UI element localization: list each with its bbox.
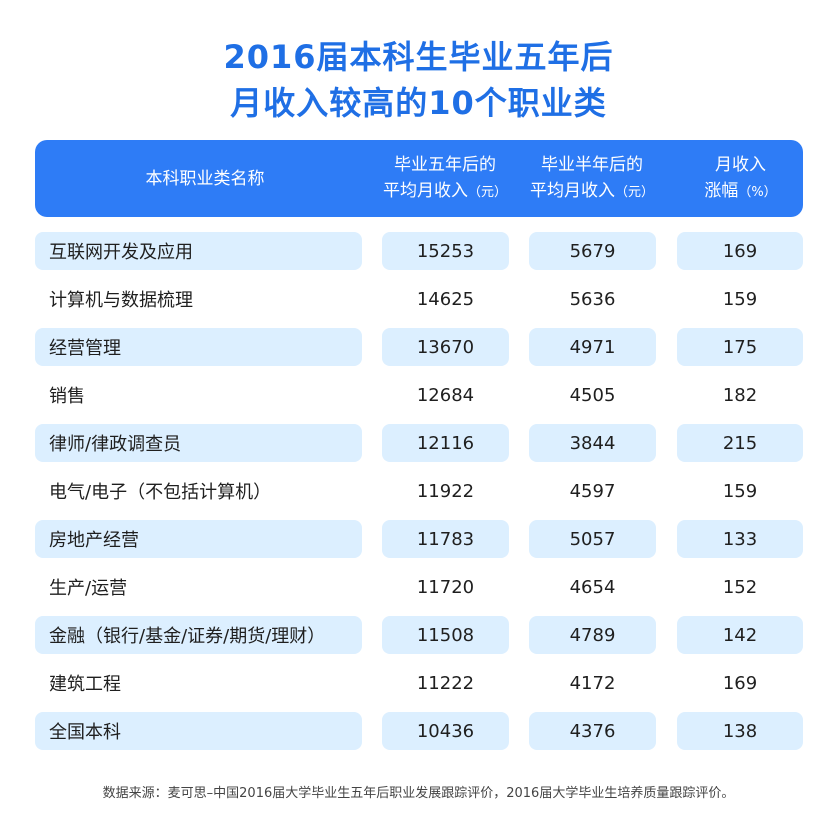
row-growth-cell: 138	[677, 712, 803, 750]
header-name: 本科职业类名称	[35, 140, 375, 217]
table-row: 房地产经营 11783 5057 133	[0, 520, 837, 558]
table-row: 全国本科 10436 4376 138	[0, 712, 837, 750]
row-name-cell: 生产/运营	[49, 578, 128, 599]
row-five-year-cell: 11720	[416, 576, 475, 598]
header-name-label: 本科职业类名称	[145, 168, 265, 189]
title-line-1: 2016届本科生毕业五年后	[223, 38, 614, 76]
header-growth-line2: 涨幅	[704, 180, 739, 201]
table-row: 生产/运营 11720 4654 152	[0, 568, 837, 606]
row-name-cell: 律师/律政调查员	[35, 424, 362, 462]
row-growth-cell: 169	[677, 232, 803, 270]
row-name-cell: 经营管理	[35, 328, 362, 366]
table-row: 计算机与数据梳理 14625 5636 159	[0, 280, 837, 318]
row-five-year-cell: 15253	[382, 232, 509, 270]
row-five-year-cell: 10436	[382, 712, 509, 750]
row-growth-cell: 142	[677, 616, 803, 654]
table-row: 经营管理 13670 4971 175	[0, 328, 837, 366]
row-half-year-cell: 3844	[529, 424, 656, 462]
table-header: 本科职业类名称 毕业五年后的 平均月收入（元） 毕业半年后的 平均月收入（元） …	[35, 140, 803, 217]
page-title: 2016届本科生毕业五年后 月收入较高的10个职业类	[0, 34, 837, 126]
row-growth-cell: 152	[722, 576, 758, 598]
row-growth-cell: 169	[722, 672, 758, 694]
header-five-year-unit: （元）	[467, 184, 507, 200]
header-five-year-line1: 毕业五年后的	[394, 154, 496, 175]
table-row: 电气/电子（不包括计算机） 11922 4597 159	[0, 472, 837, 510]
row-half-year-cell: 5636	[569, 288, 616, 310]
table-row: 金融（银行/基金/证券/期货/理财） 11508 4789 142	[0, 616, 837, 654]
row-five-year-cell: 12116	[382, 424, 509, 462]
row-half-year-cell: 5057	[529, 520, 656, 558]
row-half-year-cell: 4376	[529, 712, 656, 750]
header-five-year-line2: 平均月收入	[382, 180, 468, 201]
row-growth-cell: 159	[722, 288, 758, 310]
row-half-year-cell: 4505	[569, 384, 616, 406]
row-five-year-cell: 14625	[416, 288, 475, 310]
row-half-year-cell: 4789	[529, 616, 656, 654]
row-half-year-cell: 4597	[569, 480, 616, 502]
header-growth: 月收入 涨幅（%）	[678, 140, 803, 217]
header-growth-line1: 月收入	[715, 154, 766, 175]
row-growth-cell: 175	[677, 328, 803, 366]
row-name-cell: 互联网开发及应用	[35, 232, 362, 270]
row-name-cell: 金融（银行/基金/证券/期货/理财）	[35, 616, 362, 654]
row-five-year-cell: 11222	[416, 672, 475, 694]
header-half-year: 毕业半年后的 平均月收入（元）	[527, 140, 657, 217]
header-half-year-line1: 毕业半年后的	[541, 154, 643, 175]
row-five-year-cell: 13670	[382, 328, 509, 366]
row-name-cell: 全国本科	[35, 712, 362, 750]
table-row: 互联网开发及应用 15253 5679 169	[0, 232, 837, 270]
table-row: 律师/律政调查员 12116 3844 215	[0, 424, 837, 462]
header-half-year-line2: 平均月收入	[529, 180, 615, 201]
title-line-2: 月收入较高的10个职业类	[230, 84, 607, 122]
table-row: 建筑工程 11222 4172 169	[0, 664, 837, 702]
row-name-cell: 计算机与数据梳理	[49, 290, 193, 311]
header-growth-unit: （%）	[738, 184, 777, 200]
row-growth-cell: 133	[677, 520, 803, 558]
row-name-cell: 电气/电子（不包括计算机）	[49, 482, 272, 503]
footnote: 数据来源：麦可思–中国2016届大学毕业生五年后职业发展跟踪评价，2016届大学…	[102, 786, 735, 801]
row-five-year-cell: 11922	[416, 480, 475, 502]
row-half-year-cell: 4654	[569, 576, 616, 598]
row-growth-cell: 182	[722, 384, 758, 406]
header-half-year-unit: （元）	[614, 184, 654, 200]
row-name-cell: 销售	[49, 386, 85, 407]
row-growth-cell: 215	[677, 424, 803, 462]
row-name-cell: 建筑工程	[49, 674, 121, 695]
row-half-year-cell: 5679	[529, 232, 656, 270]
row-five-year-cell: 11783	[382, 520, 509, 558]
row-name-cell: 房地产经营	[35, 520, 362, 558]
header-five-year: 毕业五年后的 平均月收入（元）	[380, 140, 510, 217]
row-half-year-cell: 4172	[569, 672, 616, 694]
table-row: 销售 12684 4505 182	[0, 376, 837, 414]
row-half-year-cell: 4971	[529, 328, 656, 366]
row-five-year-cell: 12684	[416, 384, 475, 406]
row-five-year-cell: 11508	[382, 616, 509, 654]
row-growth-cell: 159	[722, 480, 758, 502]
